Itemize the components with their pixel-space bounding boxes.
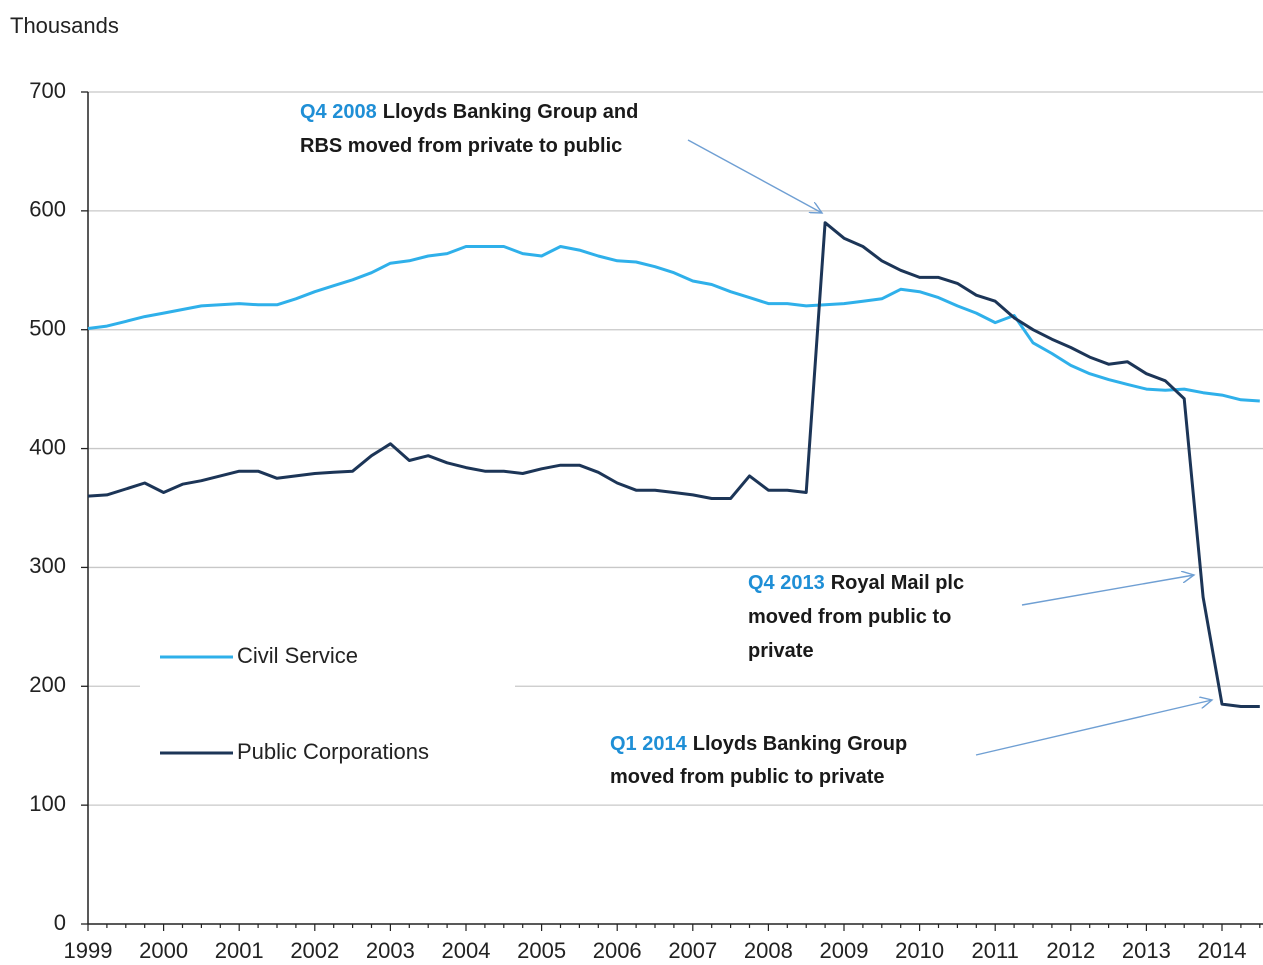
y-tick-label: 100 xyxy=(29,791,66,816)
y-tick-label: 0 xyxy=(54,910,66,935)
annotation: private xyxy=(748,640,814,662)
x-tick-label: 2012 xyxy=(1046,938,1095,963)
x-tick-label: 2006 xyxy=(593,938,642,963)
line-series xyxy=(87,245,1260,403)
annotation-text: moved from public to xyxy=(748,606,951,628)
annotation-text: Lloyds Banking Group and xyxy=(383,101,639,123)
x-tick-label: 2009 xyxy=(820,938,869,963)
annotation: Q4 2008 Lloyds Banking Group and xyxy=(300,101,638,123)
x-tick-label: 2005 xyxy=(517,938,566,963)
x-tick-label: 1999 xyxy=(64,938,113,963)
x-tick-label: 2014 xyxy=(1198,938,1247,963)
annotation: Q1 2014 Lloyds Banking Group xyxy=(610,733,907,755)
annotation-highlight: Q4 2013 xyxy=(748,572,825,594)
annotation-text: Lloyds Banking Group xyxy=(693,733,907,755)
annotation-arrow xyxy=(687,139,822,213)
x-tick-label: 2008 xyxy=(744,938,793,963)
x-tick-label: 2011 xyxy=(972,938,1019,963)
y-tick-label: 400 xyxy=(29,434,66,459)
annotation: moved from public to private xyxy=(610,766,884,788)
annotation-text: Royal Mail plc xyxy=(831,572,964,594)
annotation-text: moved from public to private xyxy=(610,766,884,788)
annotation-text: private xyxy=(748,640,814,662)
x-tick-label: 2013 xyxy=(1122,938,1171,963)
annotation-arrow xyxy=(1021,575,1194,606)
annotation: RBS moved from private to public xyxy=(300,135,622,157)
legend-label: Public Corporations xyxy=(237,739,429,764)
annotation-highlight: Q4 2008 xyxy=(300,101,377,123)
y-tick-label: 300 xyxy=(29,553,66,578)
x-tick-label: 2004 xyxy=(442,938,491,963)
y-axis-label: Thousands xyxy=(10,13,119,38)
y-tick-label: 600 xyxy=(29,197,66,222)
y-tick-label: 500 xyxy=(29,316,66,341)
legend-background xyxy=(140,620,515,790)
annotation-text: RBS moved from private to public xyxy=(300,135,622,157)
y-tick-label: 200 xyxy=(29,672,66,697)
legend-label: Civil Service xyxy=(237,643,358,668)
y-tick-label: 700 xyxy=(29,78,66,103)
x-tick-label: 2002 xyxy=(290,938,339,963)
annotation-arrow xyxy=(975,700,1212,756)
annotation: moved from public to xyxy=(748,606,951,628)
x-tick-label: 2000 xyxy=(139,938,188,963)
line-series xyxy=(87,221,1260,708)
x-tick-label: 2010 xyxy=(895,938,944,963)
x-tick-label: 2001 xyxy=(215,938,264,963)
x-tick-label: 2007 xyxy=(668,938,717,963)
x-tick-label: 2003 xyxy=(366,938,415,963)
annotation-highlight: Q1 2014 xyxy=(610,733,688,755)
annotation: Q4 2013 Royal Mail plc xyxy=(748,572,964,594)
